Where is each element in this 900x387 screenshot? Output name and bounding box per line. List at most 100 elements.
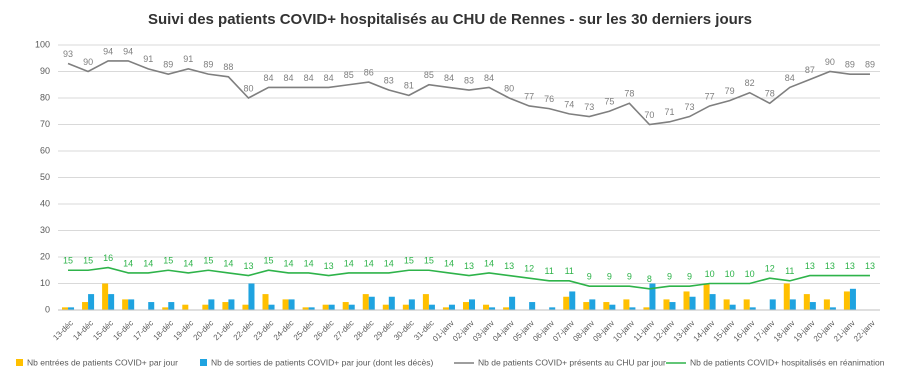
legend-label: Nb de sorties de patients COVID+ par jou…	[211, 357, 433, 367]
y-tick-label: 60	[40, 145, 50, 155]
data-label: 11	[545, 266, 554, 276]
bar	[783, 283, 790, 310]
data-label: 15	[404, 256, 414, 266]
x-tick-label: 29-déc	[372, 319, 396, 343]
y-tick-label: 30	[40, 225, 50, 235]
data-label: 15	[163, 256, 173, 266]
bar	[623, 299, 630, 310]
x-tick-label: 25-déc	[292, 319, 316, 343]
line	[68, 266, 870, 290]
data-label: 94	[103, 46, 113, 56]
x-tick-label: 14-déc	[71, 319, 95, 343]
data-label: 91	[143, 54, 153, 64]
data-label: 13	[865, 261, 875, 271]
data-label: 90	[825, 57, 835, 67]
bar	[749, 307, 756, 310]
bar	[589, 299, 596, 310]
data-label: 73	[584, 102, 594, 112]
x-tick-label: 22-déc	[232, 319, 256, 343]
x-tick-label: 17-déc	[131, 319, 155, 343]
bar	[402, 304, 409, 310]
bar	[308, 307, 315, 310]
bar	[789, 299, 796, 310]
bar	[328, 304, 335, 310]
data-label: 11	[565, 266, 574, 276]
data-label: 73	[685, 102, 695, 112]
data-label: 14	[444, 258, 454, 268]
bar	[649, 283, 656, 310]
x-tick-label: 26-déc	[312, 319, 336, 343]
x-tick-label: 15-déc	[91, 319, 115, 343]
data-label: 86	[364, 67, 374, 77]
data-label: 78	[624, 89, 634, 99]
data-label: 89	[845, 60, 855, 70]
data-label: 13	[464, 261, 474, 271]
x-tick-label: 03-janv	[471, 319, 496, 344]
legend-label: Nb entrées de patients COVID+ par jour	[27, 357, 178, 367]
bar	[509, 296, 516, 310]
y-tick-label: 70	[40, 119, 50, 129]
bar	[428, 304, 435, 310]
data-label: 10	[725, 269, 735, 279]
data-label: 15	[424, 256, 434, 266]
bar	[182, 304, 189, 310]
x-tick-label: 21-déc	[212, 319, 236, 343]
data-label: 84	[304, 73, 314, 83]
x-tick-label: 08-janv	[571, 319, 596, 344]
x-tick-label: 06-janv	[531, 319, 556, 344]
x-tick-label: 19-déc	[172, 319, 196, 343]
x-tick-label: 05-janv	[511, 319, 536, 344]
x-tick-label: 20-déc	[192, 319, 216, 343]
x-tick-label: 18-janv	[772, 319, 797, 344]
bar	[322, 304, 329, 310]
bar	[342, 302, 349, 310]
x-tick-label: 22-janv	[852, 319, 877, 344]
data-label: 84	[324, 73, 334, 83]
x-tick-label: 12-janv	[651, 319, 676, 344]
bar	[689, 296, 696, 310]
data-label: 13	[805, 261, 815, 271]
data-label: 84	[484, 73, 494, 83]
data-label: 82	[745, 78, 755, 88]
data-label: 81	[404, 81, 414, 91]
data-label: 14	[143, 258, 153, 268]
data-label: 84	[444, 73, 454, 83]
y-tick-label: 100	[35, 39, 50, 49]
bar	[282, 299, 289, 310]
x-tick-label: 16-déc	[111, 319, 135, 343]
x-tick-label: 19-janv	[792, 319, 817, 344]
data-label: 89	[163, 60, 173, 70]
data-label: 89	[203, 60, 213, 70]
bar	[663, 299, 670, 310]
data-label: 77	[524, 91, 534, 101]
x-tick-label: 04-janv	[491, 319, 516, 344]
x-tick-label: 13-janv	[672, 319, 697, 344]
bar	[62, 307, 69, 310]
data-label: 14	[304, 258, 314, 268]
data-label: 14	[384, 258, 394, 268]
data-label: 13	[243, 261, 253, 271]
x-tick-label: 17-janv	[752, 319, 777, 344]
data-label: 74	[564, 99, 574, 109]
y-tick-label: 20	[40, 251, 50, 261]
bar	[462, 302, 469, 310]
bar	[262, 294, 269, 310]
data-label: 90	[83, 57, 93, 67]
y-tick-label: 10	[40, 278, 50, 288]
bar	[603, 302, 610, 310]
y-tick-label: 40	[40, 198, 50, 208]
bar	[529, 302, 536, 310]
x-tick-label: 10-janv	[611, 319, 636, 344]
data-label: 77	[705, 91, 715, 101]
bar	[609, 304, 616, 310]
data-label: 70	[644, 110, 654, 120]
data-label: 10	[745, 269, 755, 279]
bar	[469, 299, 476, 310]
bar	[503, 307, 510, 310]
data-label: 83	[384, 75, 394, 85]
data-label: 14	[344, 258, 354, 268]
bar	[629, 307, 636, 310]
bar	[843, 291, 850, 310]
bar	[743, 299, 750, 310]
